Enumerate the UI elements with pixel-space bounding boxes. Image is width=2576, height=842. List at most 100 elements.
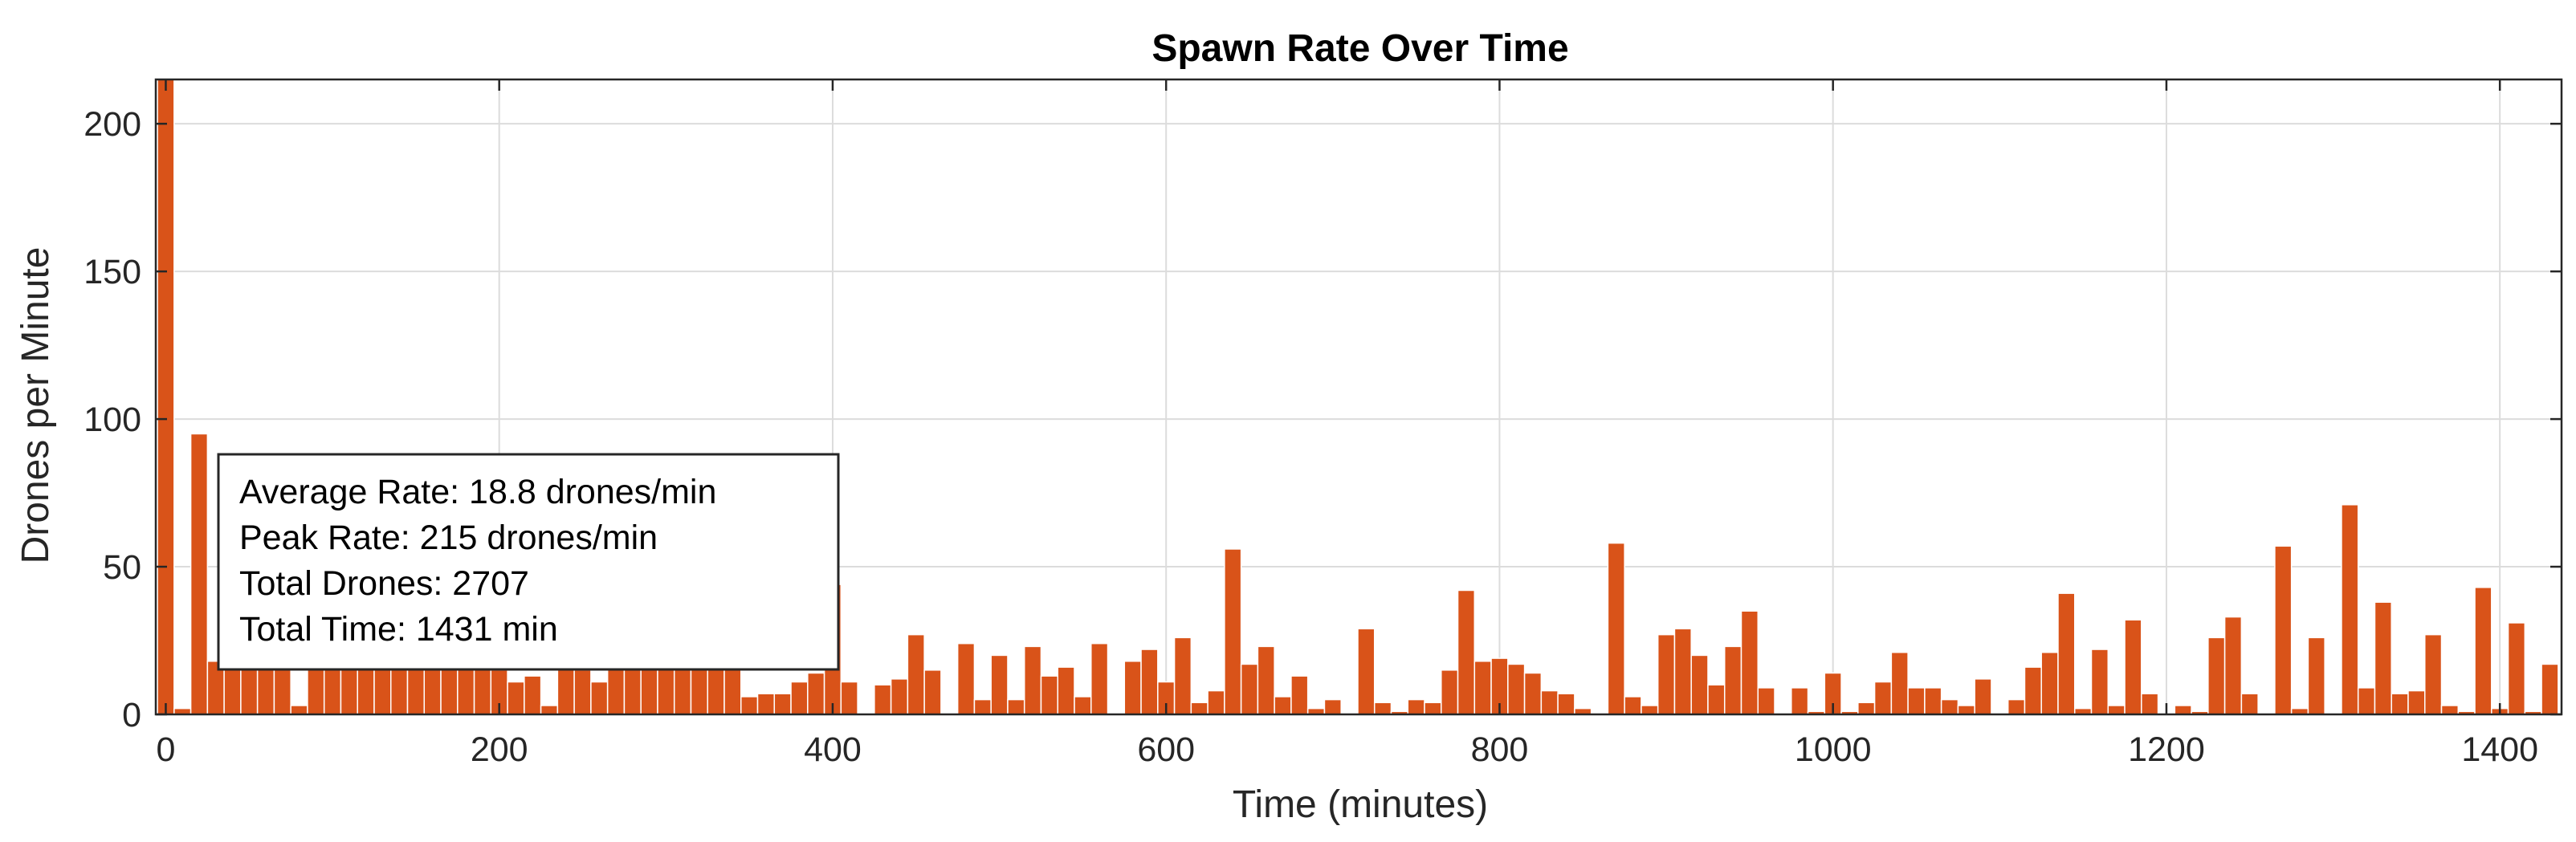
bar — [540, 705, 559, 715]
x-tick-label: 1000 — [1795, 730, 1872, 769]
bar — [956, 642, 976, 715]
bar — [1957, 705, 1975, 715]
bar — [2357, 687, 2376, 715]
bar — [2307, 637, 2325, 715]
bar — [2507, 622, 2526, 715]
y-tick-label: 50 — [103, 548, 141, 587]
bar — [1240, 663, 1259, 715]
bar — [590, 681, 609, 715]
bar — [2174, 705, 2192, 715]
bar — [1207, 689, 1225, 715]
bar — [1940, 698, 1959, 715]
bar — [1007, 698, 1025, 715]
bar — [2341, 504, 2359, 715]
bar — [507, 681, 525, 715]
bar — [2474, 587, 2492, 715]
bar — [1457, 589, 1476, 715]
y-tick-label: 100 — [84, 401, 141, 439]
bar — [1140, 649, 1159, 715]
bar — [1224, 548, 1242, 715]
bar — [1190, 702, 1209, 715]
bar — [2090, 649, 2109, 715]
bar — [1657, 633, 1676, 715]
bar — [1424, 702, 1442, 715]
bar — [2440, 705, 2460, 715]
x-tick-label: 600 — [1137, 730, 1195, 769]
stats-box: Average Rate: 18.8 drones/min Peak Rate:… — [217, 453, 840, 671]
bar — [1673, 628, 1692, 715]
bar — [1507, 663, 1526, 715]
x-tick-label: 0 — [156, 730, 175, 769]
x-tick-label: 1400 — [2461, 730, 2538, 769]
bar — [723, 666, 742, 715]
bar — [290, 705, 308, 715]
bar — [1173, 637, 1192, 715]
bar — [1557, 693, 1575, 715]
bar — [1890, 651, 1909, 715]
bar — [1740, 610, 1759, 715]
bar — [1257, 645, 1275, 715]
stats-total-time: Total Time: 1431 min — [239, 610, 558, 649]
bar — [990, 654, 1009, 715]
bar — [2274, 545, 2293, 715]
bar — [1123, 661, 1142, 715]
bar — [2024, 666, 2042, 715]
bar — [790, 681, 809, 715]
bar — [2223, 616, 2243, 715]
bar — [1641, 705, 1659, 715]
bar — [1290, 675, 1309, 715]
bar — [2007, 698, 2026, 715]
bar — [1624, 696, 1642, 715]
axes-frame — [154, 78, 2563, 716]
bar — [740, 696, 759, 715]
y-axis-label: Drones per Minute — [14, 247, 57, 564]
bar — [807, 672, 825, 715]
bar — [1791, 687, 1809, 715]
bar — [190, 433, 209, 715]
bar — [573, 669, 592, 715]
bar — [907, 633, 925, 715]
stats-average-rate: Average Rate: 18.8 drones/min — [239, 473, 716, 511]
bar — [2423, 633, 2443, 715]
bar — [2124, 619, 2142, 715]
bar — [2541, 663, 2559, 715]
bar — [1057, 666, 1075, 715]
bar — [1974, 678, 1992, 715]
bar — [1857, 702, 1876, 715]
bar — [2057, 592, 2076, 715]
bar — [1407, 698, 1425, 715]
x-tick-label: 200 — [471, 730, 528, 769]
bar — [1924, 687, 1942, 715]
bar — [1274, 696, 1292, 715]
bar — [1907, 687, 1926, 715]
stats-peak-rate: Peak Rate: 215 drones/min — [239, 519, 658, 557]
bar — [1540, 689, 1559, 715]
bar — [157, 79, 175, 715]
x-axis-label: Time (minutes) — [1233, 783, 1488, 826]
bar — [2207, 637, 2226, 715]
bar — [1523, 672, 1543, 715]
bar — [840, 681, 858, 715]
bar — [890, 678, 909, 715]
bar — [923, 669, 942, 715]
bar — [1323, 698, 1342, 715]
x-tick-label: 400 — [804, 730, 862, 769]
bar — [2107, 705, 2126, 715]
bar — [2391, 693, 2409, 715]
bar — [973, 698, 992, 715]
bar — [1023, 645, 1042, 715]
x-tick-label: 1200 — [2128, 730, 2205, 769]
bar — [524, 675, 542, 715]
bar — [2374, 601, 2392, 715]
bar — [2040, 651, 2059, 715]
axes — [154, 78, 2563, 716]
bar — [1090, 642, 1109, 715]
bar — [1074, 696, 1092, 715]
bar — [1873, 681, 1893, 715]
bar — [473, 666, 492, 715]
bar — [457, 666, 475, 715]
y-tick-label: 0 — [122, 696, 141, 734]
y-tick-label: 150 — [84, 253, 141, 291]
stats-box-frame — [217, 453, 840, 671]
